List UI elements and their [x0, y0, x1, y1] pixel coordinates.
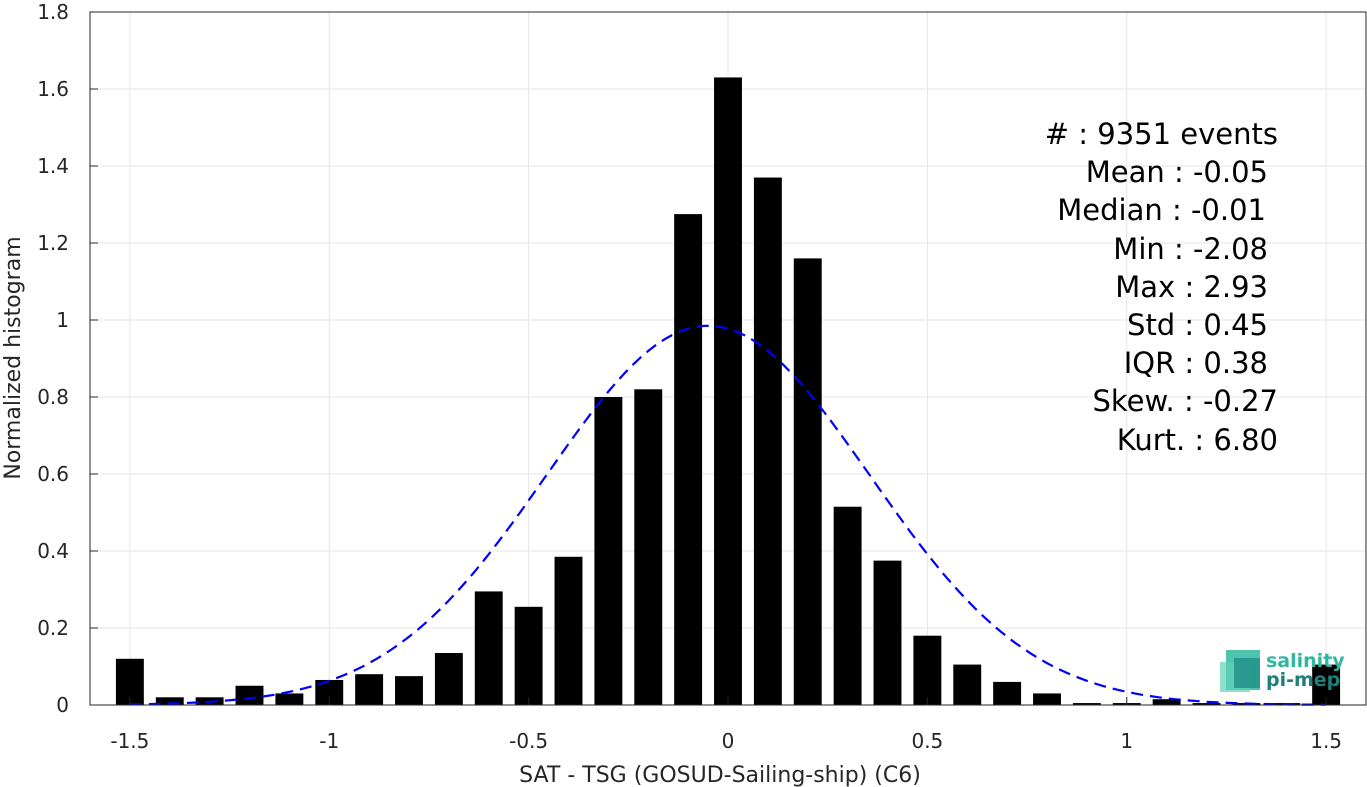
- stat-median: Median : -0.01: [1057, 193, 1266, 228]
- histogram-bar: [514, 606, 543, 705]
- x-tick-label: -0.5: [509, 729, 548, 753]
- histogram-bar: [953, 664, 982, 705]
- histogram-bar: [753, 177, 782, 706]
- y-tick-label: 0: [56, 693, 69, 717]
- stat-mean: Mean : -0.05: [1085, 155, 1268, 190]
- histogram-bar: [793, 258, 822, 705]
- histogram-bar: [395, 676, 423, 705]
- histogram-bar: [355, 674, 384, 705]
- histogram-bar: [235, 685, 264, 705]
- y-tick-label: 0.4: [37, 539, 69, 563]
- logo-wave-icon: [1220, 650, 1260, 692]
- y-tick-label: 1.4: [37, 154, 69, 178]
- histogram-bar: [873, 560, 902, 705]
- axis-ticks: -1.5 -1 -0.5 0 0.5 1 1.5 0 0.2 0.4 0.6 0.8 1 1.2 1.4 1.…: [37, 0, 1342, 753]
- x-tick-label: 1.5: [1310, 729, 1342, 753]
- x-tick-label: -1.5: [110, 729, 149, 753]
- salinity-pimep-logo: salinity pi-mep: [1220, 650, 1345, 692]
- histogram-bar: [634, 389, 663, 705]
- y-tick-label: 0.8: [37, 385, 69, 409]
- y-tick-label: 1.6: [37, 77, 69, 101]
- x-tick-label: 0.5: [911, 729, 943, 753]
- y-tick-label: 1.2: [37, 231, 69, 255]
- histogram-bar: [993, 681, 1022, 705]
- stat-skew: Skew. : -0.27: [1092, 384, 1278, 419]
- stat-count: # : 9351 events: [1044, 117, 1278, 151]
- histogram-bar: [1072, 703, 1101, 705]
- stat-max: Max : 2.93: [1115, 269, 1268, 304]
- logo-text-salinity: salinity: [1266, 650, 1345, 672]
- histogram-bar: [1033, 693, 1061, 705]
- x-tick-label: 0: [722, 729, 735, 753]
- normal-fit-curve: [129, 324, 1327, 706]
- histogram-bar: [434, 653, 463, 705]
- histogram-bar: [554, 556, 583, 705]
- histogram-bar: [1152, 699, 1181, 705]
- y-tick-label: 1.8: [37, 0, 69, 24]
- y-tick-label: 0.2: [37, 616, 69, 640]
- histogram-bar: [674, 214, 703, 705]
- histogram-bar: [1192, 703, 1221, 705]
- y-tick-label: 0.6: [37, 462, 69, 486]
- y-tick-label: 1: [56, 308, 69, 332]
- stat-std: Std : 0.45: [1127, 308, 1268, 343]
- statistics-annotation: # : 9351 events Mean : -0.05 Median : -0…: [1045, 115, 1278, 459]
- histogram-bar: [833, 506, 862, 705]
- x-axis-label: SAT - TSG (GOSUD-Sailing-ship) (C6): [519, 763, 921, 787]
- histogram-bar: [714, 77, 742, 705]
- stat-iqr: IQR : 0.38: [1123, 346, 1268, 381]
- histogram-bar: [913, 635, 942, 705]
- logo-text-pimep: pi-mep: [1266, 669, 1340, 691]
- histogram-bar: [474, 591, 503, 705]
- x-tick-label: -1: [319, 729, 339, 753]
- stat-min: Min : -2.08: [1113, 231, 1268, 266]
- x-tick-label: 1: [1120, 729, 1133, 753]
- histogram-bar: [275, 693, 304, 705]
- histogram-bar: [594, 397, 623, 705]
- y-axis-label: Normalized histogram: [1, 236, 26, 479]
- histogram-bar: [155, 697, 184, 705]
- stat-kurt: Kurt. : 6.80: [1116, 422, 1278, 457]
